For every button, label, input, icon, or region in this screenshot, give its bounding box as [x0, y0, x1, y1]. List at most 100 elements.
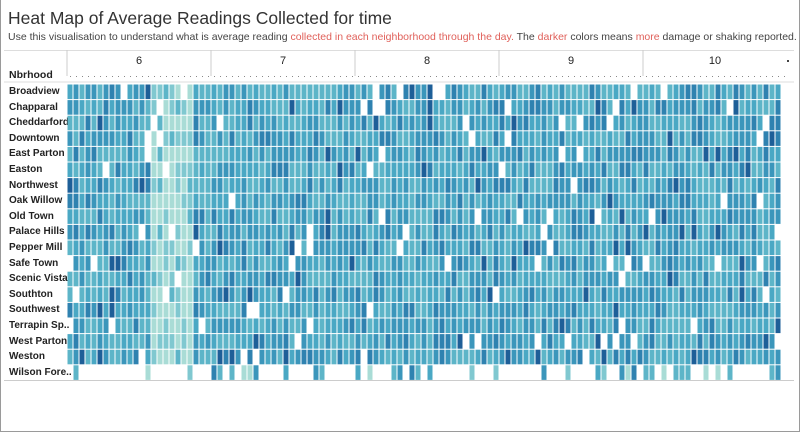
heatmap-cell[interactable] — [601, 271, 607, 287]
heatmap-cell[interactable] — [613, 349, 619, 365]
heatmap-cell[interactable] — [343, 146, 349, 162]
heatmap-cell[interactable] — [751, 84, 757, 100]
heatmap-cell[interactable] — [199, 287, 205, 302]
heatmap-cell[interactable] — [385, 84, 391, 100]
heatmap-cell[interactable] — [319, 365, 325, 380]
heatmap-cell[interactable] — [343, 209, 349, 224]
heatmap-cell[interactable] — [709, 162, 715, 178]
heatmap-cell[interactable] — [361, 271, 367, 287]
heatmap-cell[interactable] — [439, 240, 445, 256]
heatmap-cell[interactable] — [175, 240, 181, 256]
heatmap-cell[interactable] — [457, 224, 463, 240]
heatmap-cell[interactable] — [73, 224, 79, 240]
heatmap-cell[interactable] — [457, 115, 463, 131]
heatmap-cell[interactable] — [565, 146, 571, 162]
heatmap-cell[interactable] — [601, 131, 607, 146]
heatmap-cell[interactable] — [67, 334, 73, 349]
heatmap-cell[interactable] — [655, 209, 661, 224]
heatmap-cell[interactable] — [85, 209, 91, 224]
heatmap-cell[interactable] — [241, 240, 247, 256]
heatmap-cell[interactable] — [613, 131, 619, 146]
heatmap-cell[interactable] — [253, 271, 259, 287]
heatmap-cell[interactable] — [265, 349, 271, 365]
heatmap-cell[interactable] — [367, 146, 373, 162]
heatmap-cell[interactable] — [187, 209, 193, 224]
heatmap-cell[interactable] — [127, 334, 133, 349]
heatmap-cell[interactable] — [307, 193, 313, 209]
heatmap-cell[interactable] — [589, 193, 595, 209]
heatmap-cell[interactable] — [79, 162, 85, 178]
heatmap-cell[interactable] — [625, 318, 631, 334]
heatmap-cell[interactable] — [589, 318, 595, 334]
heatmap-cell[interactable] — [751, 302, 757, 318]
heatmap-cell[interactable] — [463, 100, 469, 115]
heatmap-cell[interactable] — [427, 240, 433, 256]
heatmap-cell[interactable] — [637, 162, 643, 178]
heatmap-cell[interactable] — [565, 100, 571, 115]
heatmap-cell[interactable] — [517, 193, 523, 209]
heatmap-cell[interactable] — [721, 146, 727, 162]
heatmap-cell[interactable] — [379, 178, 385, 193]
heatmap-cell[interactable] — [739, 256, 745, 271]
heatmap-cell[interactable] — [649, 287, 655, 302]
heatmap-cell[interactable] — [145, 209, 151, 224]
heatmap-cell[interactable] — [745, 334, 751, 349]
heatmap-cell[interactable] — [733, 100, 739, 115]
heatmap-cell[interactable] — [775, 178, 781, 193]
heatmap-cell[interactable] — [529, 131, 535, 146]
heatmap-cell[interactable] — [85, 178, 91, 193]
heatmap-cell[interactable] — [361, 162, 367, 178]
heatmap-cell[interactable] — [313, 318, 319, 334]
heatmap-cell[interactable] — [589, 209, 595, 224]
heatmap-cell[interactable] — [487, 334, 493, 349]
heatmap-cell[interactable] — [97, 302, 103, 318]
heatmap-cell[interactable] — [739, 271, 745, 287]
heatmap-cell[interactable] — [739, 162, 745, 178]
heatmap-cell[interactable] — [727, 115, 733, 131]
heatmap-cell[interactable] — [733, 334, 739, 349]
heatmap-cell[interactable] — [541, 318, 547, 334]
heatmap-cell[interactable] — [481, 209, 487, 224]
heatmap-cell[interactable] — [745, 287, 751, 302]
heatmap-cell[interactable] — [637, 240, 643, 256]
heatmap-cell[interactable] — [313, 287, 319, 302]
heatmap-cell[interactable] — [289, 287, 295, 302]
heatmap-cell[interactable] — [265, 302, 271, 318]
heatmap-cell[interactable] — [559, 287, 565, 302]
heatmap-cell[interactable] — [97, 178, 103, 193]
heatmap-cell[interactable] — [535, 178, 541, 193]
heatmap-cell[interactable] — [595, 318, 601, 334]
heatmap-cell[interactable] — [175, 115, 181, 131]
heatmap-cell[interactable] — [241, 178, 247, 193]
heatmap-cell[interactable] — [73, 100, 79, 115]
heatmap-cell[interactable] — [415, 146, 421, 162]
heatmap-cell[interactable] — [445, 240, 451, 256]
heatmap-cell[interactable] — [421, 193, 427, 209]
heatmap-cell[interactable] — [229, 365, 235, 380]
heatmap-cell[interactable] — [691, 256, 697, 271]
heatmap-cell[interactable] — [313, 115, 319, 131]
heatmap-cell[interactable] — [433, 302, 439, 318]
heatmap-cell[interactable] — [175, 131, 181, 146]
heatmap-cell[interactable] — [307, 131, 313, 146]
heatmap-cell[interactable] — [493, 240, 499, 256]
heatmap-cell[interactable] — [745, 302, 751, 318]
heatmap-cell[interactable] — [673, 146, 679, 162]
heatmap-cell[interactable] — [511, 240, 517, 256]
heatmap-cell[interactable] — [571, 209, 577, 224]
heatmap-cell[interactable] — [157, 224, 163, 240]
heatmap-cell[interactable] — [157, 84, 163, 100]
heatmap-cell[interactable] — [703, 334, 709, 349]
heatmap-cell[interactable] — [79, 131, 85, 146]
heatmap-cell[interactable] — [685, 302, 691, 318]
heatmap-cell[interactable] — [775, 287, 781, 302]
heatmap-cell[interactable] — [403, 178, 409, 193]
heatmap-cell[interactable] — [265, 131, 271, 146]
heatmap-cell[interactable] — [355, 256, 361, 271]
heatmap-cell[interactable] — [469, 115, 475, 131]
heatmap-cell[interactable] — [409, 302, 415, 318]
heatmap-cell[interactable] — [139, 178, 145, 193]
heatmap-cell[interactable] — [565, 131, 571, 146]
heatmap-cell[interactable] — [691, 100, 697, 115]
heatmap-cell[interactable] — [139, 131, 145, 146]
